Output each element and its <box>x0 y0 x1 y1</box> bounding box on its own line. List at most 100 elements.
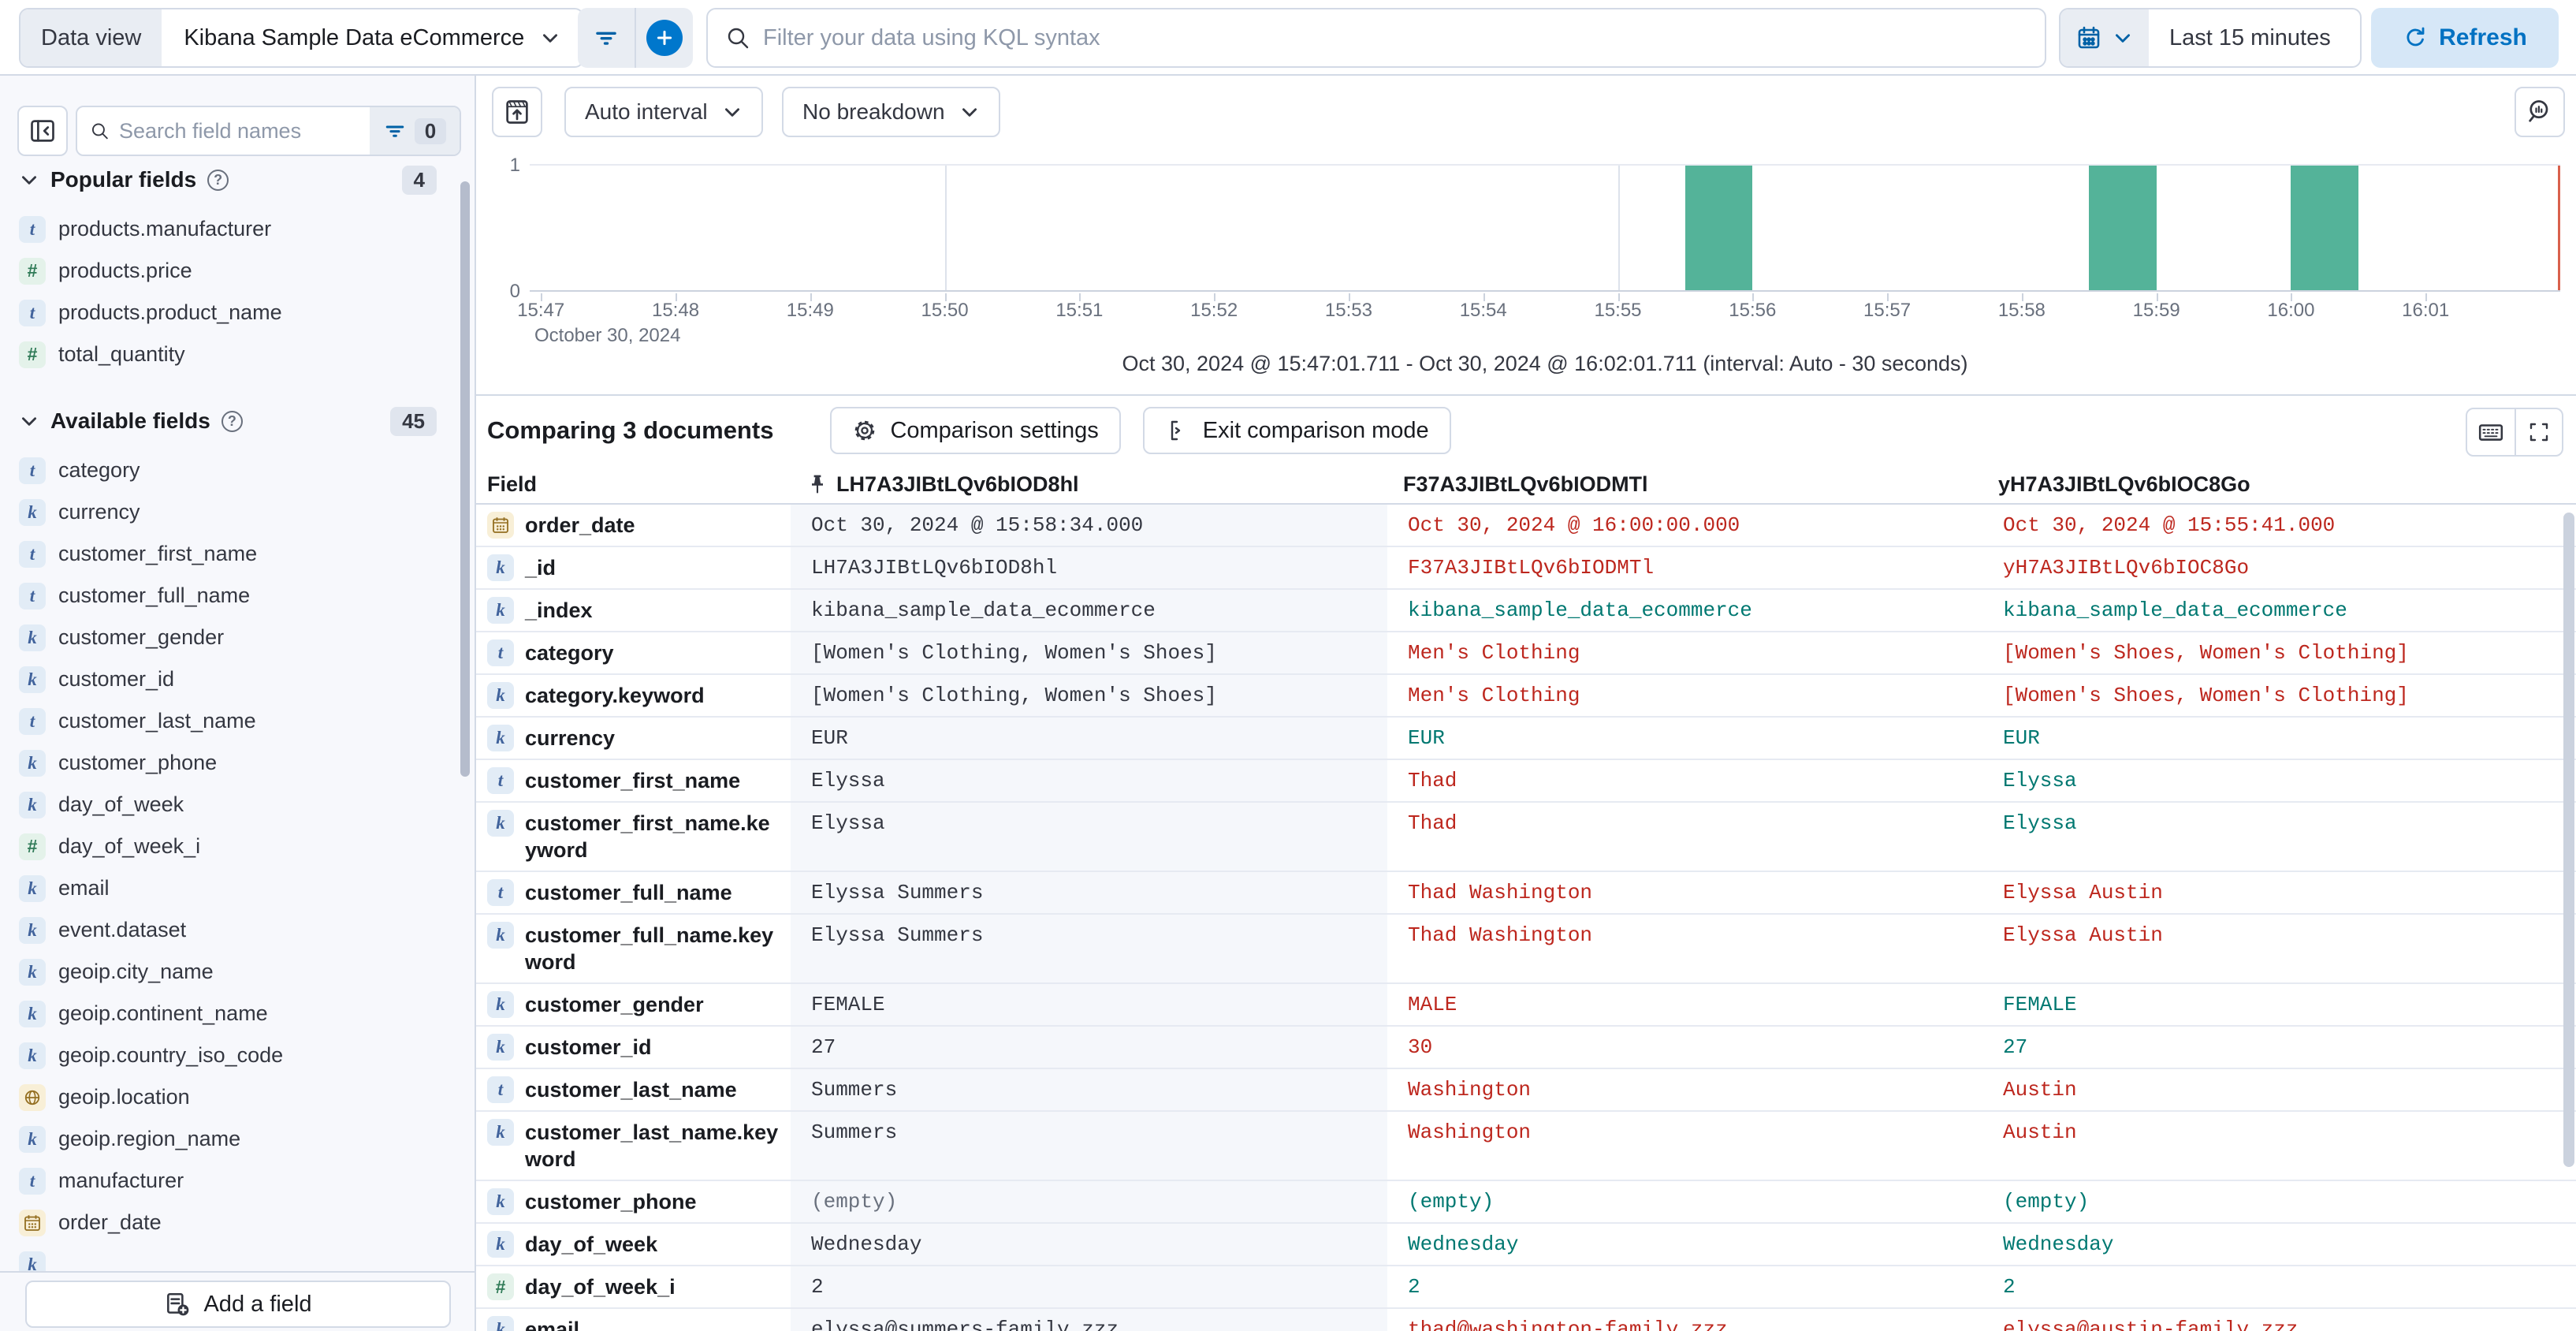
field-cell: k customer_gender <box>476 984 791 1025</box>
grid-display-controls <box>2466 408 2563 457</box>
sidebar-field-item-geoip.city_name[interactable]: k geoip.city_name <box>0 951 465 993</box>
keyword-field-type-icon: k <box>19 791 46 818</box>
comparison-row-order_date: order_date Oct 30, 2024 @ 15:58:34.000 Oct… <box>476 505 2576 547</box>
field-filter-count-badge: 0 <box>414 117 447 144</box>
field-name: customer_last_name.keyword <box>525 1120 779 1171</box>
field-search-input[interactable] <box>118 118 357 144</box>
sidebar-field-item-products.manufacturer[interactable]: t products.manufacturer <box>0 208 465 250</box>
field-cell: t customer_full_name <box>476 872 791 913</box>
text-field-type-icon: t <box>19 707 46 735</box>
sidebar-field-item-customer_first_name[interactable]: t customer_first_name <box>0 533 465 575</box>
field-filters-button[interactable]: 0 <box>370 107 460 155</box>
value-cell-doc2: Men's Clothing <box>1408 684 1580 707</box>
comparison-settings-label: Comparison settings <box>890 417 1099 443</box>
sidebar-field-item-geoip.location[interactable]: geoip.location <box>0 1076 465 1118</box>
x-tick-mark <box>810 293 812 301</box>
keyword-field-type-icon: k <box>487 1231 514 1258</box>
sidebar-field-item[interactable]: k <box>0 1243 465 1271</box>
field-cell: k currency <box>476 718 791 759</box>
sidebar-field-item-customer_phone[interactable]: k customer_phone <box>0 742 465 784</box>
search-icon <box>728 28 749 49</box>
sidebar-field-item-day_of_week_i[interactable]: # day_of_week_i <box>0 826 465 867</box>
x-tick-label: 15:51 <box>1055 300 1104 321</box>
keyword-field-type-icon: k <box>487 1188 514 1215</box>
collapse-sidebar-button[interactable] <box>17 106 68 156</box>
sidebar-field-item-manufacturer[interactable]: t manufacturer <box>0 1160 465 1202</box>
sidebar-field-item-customer_full_name[interactable]: t customer_full_name <box>0 575 465 617</box>
add-a-field-button[interactable]: Add a field <box>25 1281 451 1328</box>
sidebar-scrollbar[interactable] <box>460 181 470 777</box>
sidebar-field-item-customer_id[interactable]: k customer_id <box>0 658 465 700</box>
histogram-plot-area[interactable] <box>530 164 2560 292</box>
sidebar-field-item-customer_last_name[interactable]: t customer_last_name <box>0 700 465 742</box>
comparison-row-customer_gender: k customer_gender FEMALE MALE FEMALE <box>476 984 2576 1027</box>
keyboard-shortcuts-button[interactable] <box>2467 409 2515 455</box>
field-column-header[interactable]: Field <box>487 472 538 496</box>
interval-select[interactable]: Auto interval <box>564 87 763 137</box>
sidebar-field-item-order_date[interactable]: order_date <box>0 1202 465 1243</box>
sidebar-field-item-geoip.region_name[interactable]: k geoip.region_name <box>0 1118 465 1160</box>
chevron-down-icon <box>2116 34 2130 43</box>
field-cell: k category.keyword <box>476 675 791 716</box>
field-name: _id <box>525 556 557 580</box>
kql-search-input[interactable] <box>763 24 2027 51</box>
sidebar-field-item-customer_gender[interactable]: k customer_gender <box>0 617 465 658</box>
sidebar-field-item-geoip.continent_name[interactable]: k geoip.continent_name <box>0 993 465 1035</box>
histogram-bar-16:00:00[interactable] <box>2291 166 2358 290</box>
keyword-field-type-icon: k <box>19 1251 46 1271</box>
comparison-settings-button[interactable]: Comparison settings <box>830 407 1121 454</box>
pinned-doc-column-header[interactable]: LH7A3JIBtLQv6bIOD8hl <box>791 465 1387 503</box>
histogram-bar-15:58:30[interactable] <box>2089 166 2157 290</box>
keyword-field-type-icon: k <box>487 725 514 751</box>
sidebar-field-item-total_quantity[interactable]: # total_quantity <box>0 334 465 375</box>
sidebar-field-item-geoip.country_iso_code[interactable]: k geoip.country_iso_code <box>0 1035 465 1076</box>
chevron-down-icon <box>543 34 558 43</box>
sidebar-field-item-products.price[interactable]: # products.price <box>0 250 465 292</box>
histogram-bar-15:55:30[interactable] <box>1684 166 1753 290</box>
breakdown-select[interactable]: No breakdown <box>782 87 1000 137</box>
field-cell: k _id <box>476 547 791 588</box>
x-tick-mark <box>2156 293 2158 301</box>
x-tick-label: 16:00 <box>2267 300 2315 321</box>
doc-id-1: LH7A3JIBtLQv6bIOD8hl <box>836 472 1079 496</box>
x-tick-label: 16:01 <box>2402 300 2450 321</box>
popular-fields-header[interactable]: Popular fields ? 4 <box>0 161 476 199</box>
sidebar-field-item-email[interactable]: k email <box>0 867 465 909</box>
field-name: products.manufacturer <box>58 217 272 240</box>
refresh-button[interactable]: Refresh <box>2371 8 2559 68</box>
add-filter-button[interactable] <box>637 8 692 68</box>
value-cell-doc1: 2 <box>791 1266 1387 1307</box>
doc-column-header[interactable]: yH7A3JIBtLQv6bIOC8Go <box>1982 465 2576 503</box>
x-tick-label: 15:53 <box>1324 300 1372 321</box>
value-cell-doc1: [Women's Clothing, Women's Shoes] <box>791 675 1387 716</box>
exit-comparison-button[interactable]: Exit comparison mode <box>1142 407 1451 454</box>
hide-chart-button[interactable] <box>492 87 542 137</box>
sidebar-field-item-products.product_name[interactable]: t products.product_name <box>0 292 465 334</box>
kql-query-bar[interactable] <box>706 8 2046 68</box>
data-view-picker[interactable]: Data view Kibana Sample Data eCommerce <box>19 8 585 68</box>
doc-column-header[interactable]: F37A3JIBtLQv6bIODMTl <box>1387 465 1982 503</box>
field-name: geoip.city_name <box>58 960 214 983</box>
x-tick-mark <box>1348 293 1350 301</box>
text-field-type-icon: t <box>19 299 46 326</box>
quick-select-menu[interactable] <box>2060 9 2149 66</box>
number-field-type-icon: # <box>19 833 46 860</box>
available-fields-header[interactable]: Available fields ? 45 <box>0 402 476 440</box>
sidebar-field-item-category[interactable]: t category <box>0 449 465 491</box>
time-range-button[interactable]: Last 15 minutes <box>2149 9 2351 66</box>
filters-button[interactable] <box>579 8 634 68</box>
explore-in-lens-button[interactable] <box>2515 87 2565 137</box>
number-field-type-icon: # <box>19 341 46 368</box>
divider <box>634 8 636 68</box>
sidebar-field-item-currency[interactable]: k currency <box>0 491 465 533</box>
histogram-toolbar: Auto interval No breakdown <box>476 76 2576 158</box>
sidebar-field-item-day_of_week[interactable]: k day_of_week <box>0 784 465 826</box>
table-scrollbar[interactable] <box>2563 513 2574 1167</box>
comparison-row-customer_last_name.keyword: k customer_last_name.keyword Summers Washin… <box>476 1112 2576 1181</box>
gridline-15:50:00 <box>944 166 947 290</box>
comparison-toolbar: Comparing 3 documents Comparison setting… <box>476 394 2576 465</box>
sidebar-field-item-event.dataset[interactable]: k event.dataset <box>0 909 465 951</box>
fullscreen-button[interactable] <box>2515 409 2562 455</box>
value-cell-doc2: kibana_sample_data_ecommerce <box>1408 598 1752 622</box>
value-cell-doc1: [Women's Clothing, Women's Shoes] <box>791 632 1387 673</box>
